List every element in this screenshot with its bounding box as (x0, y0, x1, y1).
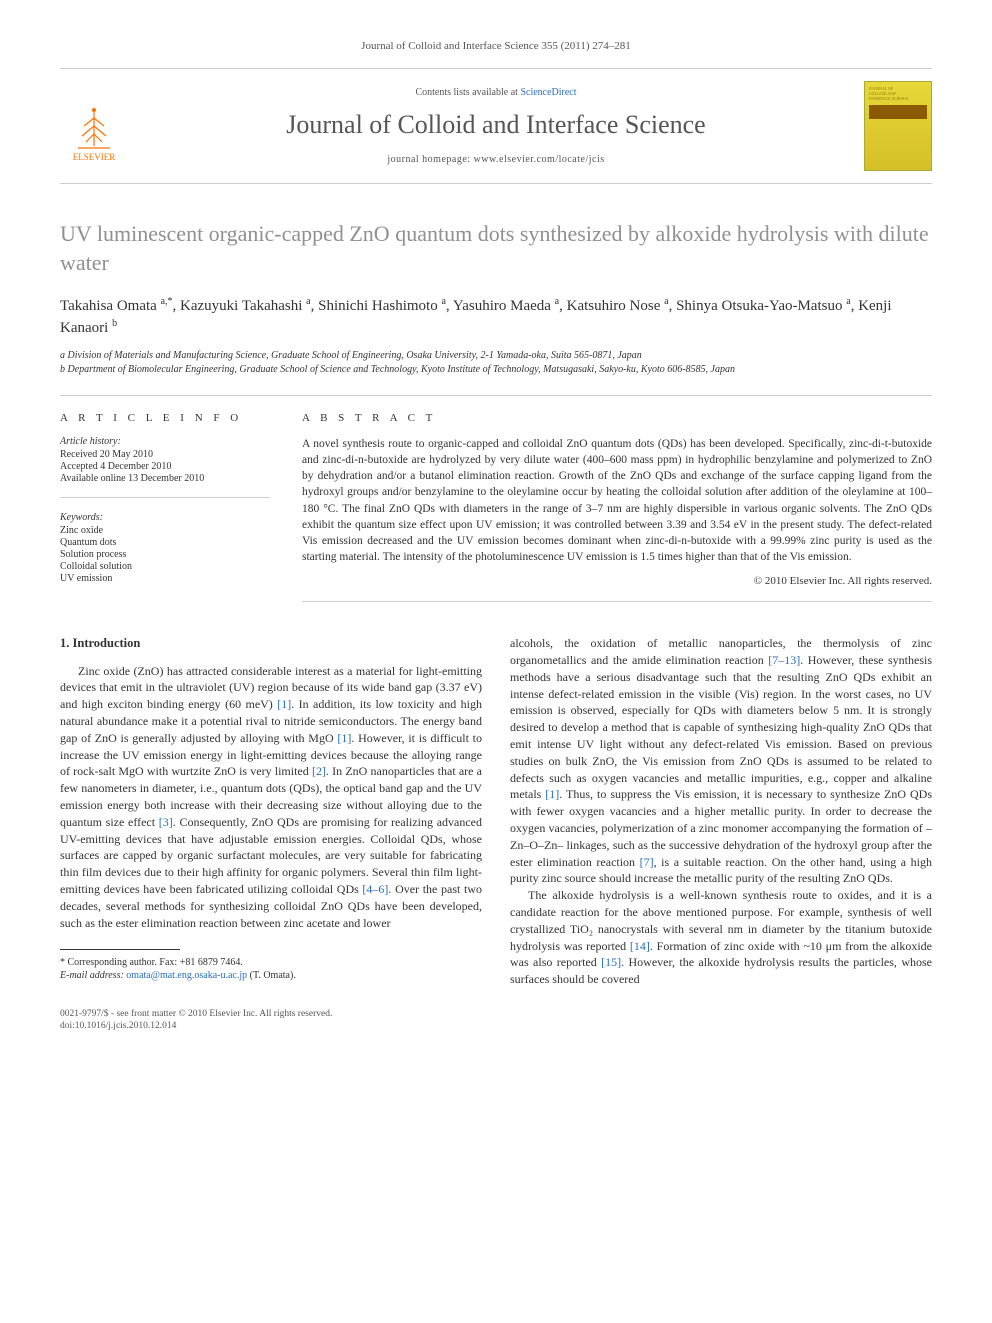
article-title: UV luminescent organic-capped ZnO quantu… (60, 220, 932, 277)
journal-homepage-url: journal homepage: www.elsevier.com/locat… (144, 154, 848, 165)
keyword: UV emission (60, 573, 270, 584)
article-body: 1. Introduction Zinc oxide (ZnO) has att… (60, 635, 932, 988)
corresponding-author-footnote: * Corresponding author. Fax: +81 6879 74… (60, 956, 482, 969)
elsevier-tree-icon (70, 106, 118, 152)
body-paragraph: The alkoxide hydrolysis is a well-known … (510, 887, 932, 988)
affiliations: a Division of Materials and Manufacturin… (60, 349, 932, 377)
abstract-copyright: © 2010 Elsevier Inc. All rights reserved… (302, 575, 932, 602)
body-paragraph: Zinc oxide (ZnO) has attracted considera… (60, 663, 482, 932)
journal-reference: Journal of Colloid and Interface Science… (60, 40, 932, 52)
email-label: E-mail address: (60, 970, 124, 981)
footnote-separator (60, 949, 180, 950)
sciencedirect-link[interactable]: ScienceDirect (520, 87, 576, 98)
history-accepted: Accepted 4 December 2010 (60, 461, 270, 472)
affiliation-b: b Department of Biomolecular Engineering… (60, 363, 932, 377)
abstract-column: A B S T R A C T A novel synthesis route … (302, 412, 932, 611)
affiliation-a: a Division of Materials and Manufacturin… (60, 349, 932, 363)
article-info-sidebar: A R T I C L E I N F O Article history: R… (60, 412, 270, 611)
body-paragraph: alcohols, the oxidation of metallic nano… (510, 635, 932, 887)
journal-name: Journal of Colloid and Interface Science (144, 110, 848, 140)
history-label: Article history: (60, 436, 270, 447)
history-online: Available online 13 December 2010 (60, 473, 270, 484)
history-received: Received 20 May 2010 (60, 449, 270, 460)
journal-cover-thumbnail: JOURNAL OF COLLOID AND INTERFACE SCIENCE (864, 81, 932, 171)
footer-front-matter: 0021-9797/$ - see front matter © 2010 El… (60, 1008, 932, 1020)
page-footer: 0021-9797/$ - see front matter © 2010 El… (60, 1008, 932, 1033)
keyword: Solution process (60, 549, 270, 560)
keyword: Colloidal solution (60, 561, 270, 572)
keyword: Zinc oxide (60, 525, 270, 536)
contents-available: Contents lists available at ScienceDirec… (144, 87, 848, 98)
elsevier-logo: ELSEVIER (60, 90, 128, 162)
keywords-label: Keywords: (60, 512, 270, 523)
journal-header: ELSEVIER Contents lists available at Sci… (60, 68, 932, 184)
elsevier-label: ELSEVIER (73, 152, 116, 162)
section-1-heading: 1. Introduction (60, 635, 482, 653)
abstract-text: A novel synthesis route to organic-cappe… (302, 436, 932, 565)
corresponding-email[interactable]: omata@mat.eng.osaka-u.ac.jp (126, 970, 247, 981)
authors-list: Takahisa Omata a,*, Kazuyuki Takahashi a… (60, 295, 932, 339)
abstract-heading: A B S T R A C T (302, 412, 932, 424)
email-footnote: E-mail address: omata@mat.eng.osaka-u.ac… (60, 969, 482, 982)
email-attribution: (T. Omata). (250, 970, 296, 981)
keyword: Quantum dots (60, 537, 270, 548)
article-info-heading: A R T I C L E I N F O (60, 412, 270, 424)
contents-prefix: Contents lists available at (415, 87, 520, 98)
footer-doi: doi:10.1016/j.jcis.2010.12.014 (60, 1020, 932, 1032)
